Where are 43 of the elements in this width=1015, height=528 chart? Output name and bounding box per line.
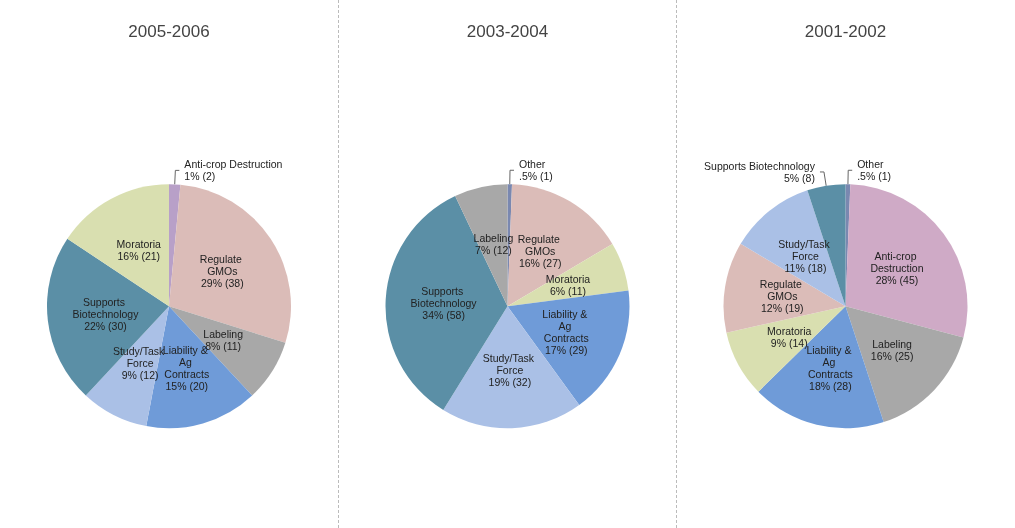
slice-label: Supports Biotechnology xyxy=(410,284,478,309)
slice-label: Anti-crop Destruction xyxy=(184,158,283,171)
data-label: 11% (18) xyxy=(784,262,827,275)
data-label: 28% (45) xyxy=(875,274,919,287)
slice-label: Regulate GMOs xyxy=(517,233,563,258)
slice-label: Regulate GMOs xyxy=(199,252,245,277)
slice-label: Regulate GMOs xyxy=(759,278,805,303)
data-label: 12% (19) xyxy=(761,302,804,315)
slice-label: Other xyxy=(519,158,546,171)
data-label: .5% (1) xyxy=(519,170,553,183)
data-label: 16% (25) xyxy=(870,350,914,363)
chart-title: 2001-2002 xyxy=(804,22,887,41)
data-label: 5% (8) xyxy=(784,171,815,184)
slice-label: Supports Biotechnology xyxy=(704,159,816,172)
data-label: 9% (12) xyxy=(121,369,159,382)
slice-label: Moratoria xyxy=(767,324,812,337)
slice-label: Study/Task Force xyxy=(482,352,538,377)
chart-title: 2003-2004 xyxy=(466,22,549,41)
slice-label: Liability & Ag Contracts xyxy=(542,307,591,344)
data-label: 6% (11) xyxy=(549,285,586,298)
data-label: 16% (21) xyxy=(117,249,161,262)
data-label: 29% (38) xyxy=(201,276,244,289)
data-label: 18% (28) xyxy=(809,380,852,393)
data-label: 1% (2) xyxy=(184,170,216,183)
slice-label: Study/Task Force xyxy=(778,238,833,263)
chart-title: 2005-2006 xyxy=(128,22,210,41)
data-label: 19% (32) xyxy=(488,376,532,389)
data-label: 16% (27) xyxy=(518,257,562,270)
slice-label: Labeling xyxy=(203,328,244,341)
slice-label: Labeling xyxy=(872,338,913,351)
slice-label: Moratoria xyxy=(116,237,162,250)
data-label: .5% (1) xyxy=(857,170,892,183)
data-label: 9% (14) xyxy=(770,336,808,349)
slice-label: Liability & Ag Contracts xyxy=(806,344,855,381)
slice-label: Moratoria xyxy=(545,273,591,286)
data-label: 22% (30) xyxy=(84,319,127,332)
slice-label: Supports Biotechnology xyxy=(72,295,140,320)
slice-label: Other xyxy=(857,158,884,171)
data-label: 34% (58) xyxy=(422,308,465,321)
data-label: 17% (29) xyxy=(544,343,588,356)
data-label: 15% (20) xyxy=(165,379,209,392)
slice-label: Labeling xyxy=(473,231,514,244)
slice-label: Anti-crop Destruction xyxy=(870,250,924,275)
